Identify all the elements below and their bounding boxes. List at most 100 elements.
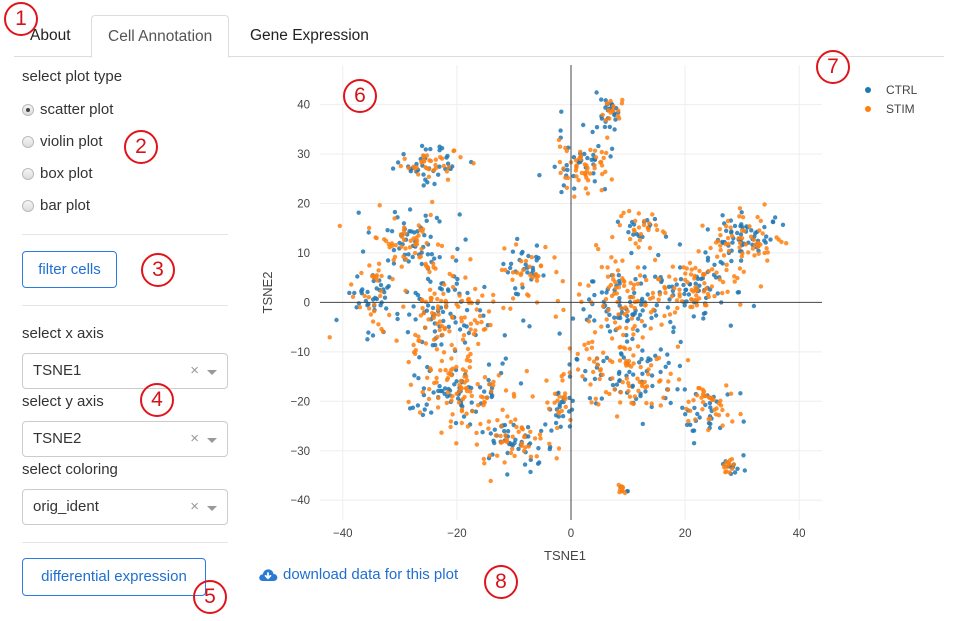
point-stim — [607, 358, 613, 363]
point-stim — [700, 400, 706, 405]
point-stim — [617, 223, 622, 228]
tab-gene-expression[interactable]: Gene Expression — [250, 27, 369, 44]
point-stim — [441, 291, 446, 296]
differential-expression-button[interactable]: differential expression — [22, 558, 206, 596]
point-stim — [560, 378, 565, 383]
radio-scatter-plot[interactable]: scatter plot — [22, 101, 113, 118]
point-stim — [366, 295, 371, 300]
point-ctrl — [537, 460, 542, 465]
point-stim — [584, 347, 589, 352]
point-ctrl — [508, 265, 513, 271]
point-stim — [605, 274, 611, 279]
point-stim — [398, 232, 404, 237]
point-ctrl — [356, 301, 362, 306]
point-stim — [697, 385, 702, 391]
point-ctrl — [735, 466, 740, 471]
point-stim — [591, 359, 597, 364]
point-stim — [439, 358, 445, 364]
radio-box-plot[interactable]: box plot — [22, 165, 93, 182]
coloring-select[interactable]: orig_ident × — [22, 489, 228, 525]
point-ctrl — [488, 431, 493, 436]
point-stim — [419, 246, 424, 252]
annotation-marker: 1 — [4, 2, 38, 36]
point-stim — [450, 412, 455, 417]
point-stim — [524, 368, 529, 374]
clear-icon[interactable]: × — [190, 430, 199, 447]
point-ctrl — [649, 404, 654, 410]
point-stim — [413, 348, 418, 353]
point-stim — [450, 394, 455, 399]
point-stim — [503, 433, 508, 438]
radio-violin-plot[interactable]: violin plot — [22, 133, 103, 150]
point-ctrl — [429, 252, 434, 257]
point-ctrl — [675, 387, 680, 392]
point-stim — [656, 355, 662, 361]
point-stim — [674, 298, 680, 303]
point-stim — [434, 375, 439, 381]
point-stim — [614, 414, 620, 419]
point-stim — [626, 380, 631, 386]
point-ctrl — [406, 252, 411, 257]
point-ctrl — [437, 219, 442, 224]
point-stim — [438, 155, 443, 160]
point-ctrl — [701, 311, 707, 316]
point-ctrl — [640, 348, 645, 353]
chevron-down-icon[interactable] — [207, 506, 217, 511]
clear-icon[interactable]: × — [190, 362, 199, 379]
point-ctrl — [407, 312, 412, 317]
download-link-text: download data for this plot — [283, 566, 459, 583]
x-axis-select[interactable]: TSNE1 × — [22, 353, 228, 389]
point-ctrl — [708, 421, 713, 427]
point-stim — [596, 402, 601, 407]
point-ctrl — [607, 312, 612, 317]
clear-icon[interactable]: × — [190, 498, 199, 515]
point-stim — [564, 185, 570, 190]
point-stim — [603, 169, 608, 174]
chevron-down-icon[interactable] — [207, 370, 217, 375]
point-ctrl — [650, 383, 655, 389]
point-ctrl — [697, 283, 702, 288]
point-stim — [632, 305, 637, 311]
point-ctrl — [457, 327, 463, 332]
tab-cell-annotation[interactable]: Cell Annotation — [91, 15, 230, 58]
point-stim — [677, 287, 682, 292]
point-ctrl — [481, 313, 486, 318]
point-stim — [574, 174, 579, 179]
point-stim — [616, 482, 621, 488]
point-stim — [725, 412, 730, 418]
download-data-link[interactable]: download data for this plot — [258, 566, 458, 583]
point-ctrl — [762, 224, 767, 230]
point-stim — [488, 478, 493, 484]
point-ctrl — [591, 171, 596, 176]
point-stim — [611, 104, 616, 109]
point-stim — [621, 210, 626, 215]
y-axis-select[interactable]: TSNE2 × — [22, 421, 228, 457]
radio-bar-plot[interactable]: bar plot — [22, 197, 90, 214]
point-stim — [599, 264, 604, 270]
point-stim — [737, 245, 742, 250]
point-stim — [401, 304, 406, 309]
point-ctrl — [632, 290, 637, 296]
point-stim — [417, 410, 423, 415]
tab-about[interactable]: About — [30, 27, 71, 44]
point-ctrl — [642, 265, 647, 270]
point-stim — [538, 263, 544, 269]
point-ctrl — [652, 216, 658, 222]
point-stim — [635, 281, 641, 286]
point-ctrl — [738, 258, 744, 263]
point-stim — [486, 419, 492, 424]
point-stim — [449, 398, 454, 403]
chevron-down-icon[interactable] — [207, 438, 217, 443]
point-stim — [642, 218, 647, 224]
point-ctrl — [500, 361, 505, 366]
point-stim — [561, 307, 566, 313]
point-stim — [422, 159, 427, 164]
filter-cells-button[interactable]: filter cells — [22, 251, 117, 288]
point-ctrl — [401, 152, 406, 157]
point-ctrl — [516, 446, 521, 452]
point-stim — [375, 278, 380, 283]
legend[interactable]: CTRL STIM — [865, 83, 918, 116]
point-stim — [691, 398, 696, 403]
point-stim — [707, 395, 713, 401]
